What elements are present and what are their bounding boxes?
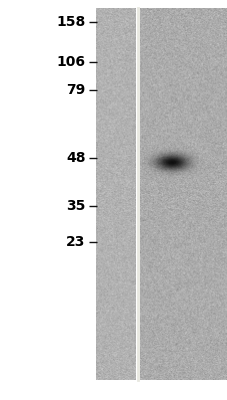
Text: 23: 23: [66, 235, 85, 249]
Text: 35: 35: [66, 199, 85, 213]
Text: 106: 106: [56, 55, 85, 69]
Text: 79: 79: [66, 83, 85, 97]
Text: 158: 158: [56, 15, 85, 29]
Text: 48: 48: [66, 151, 85, 165]
